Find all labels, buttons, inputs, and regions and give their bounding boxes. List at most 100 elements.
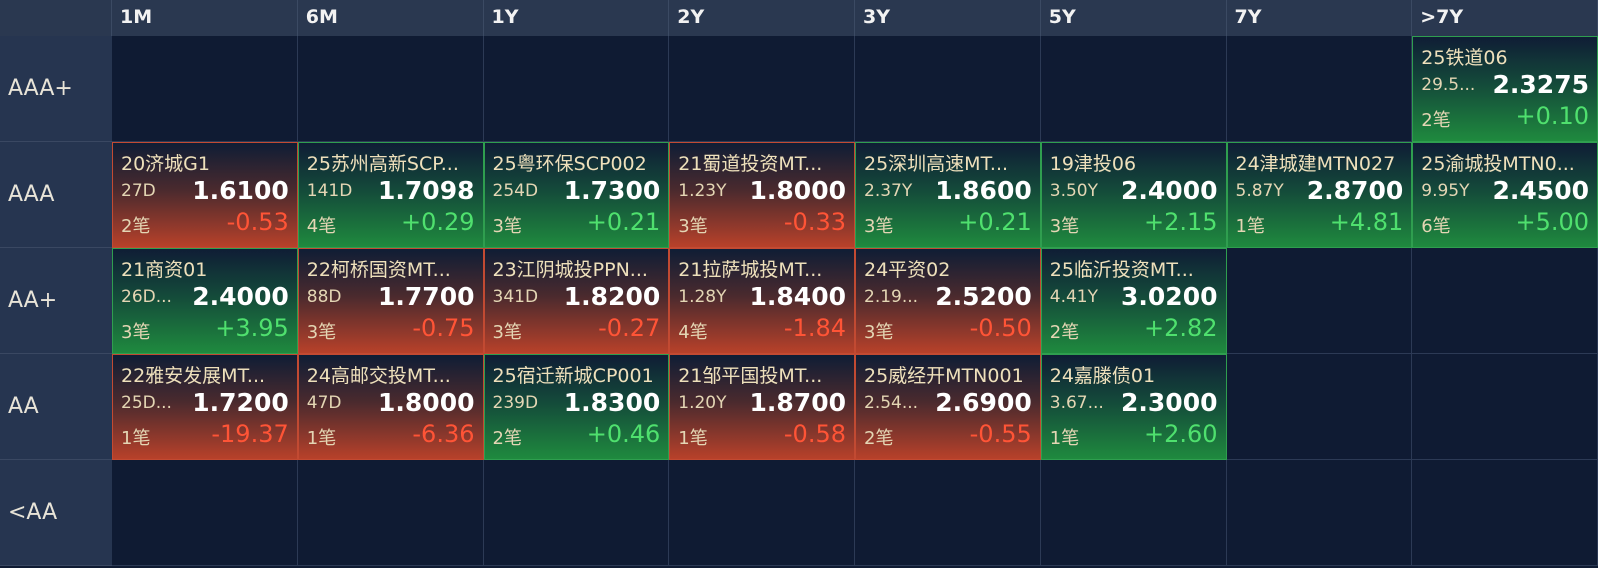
trade-count: 3笔: [1049, 216, 1080, 237]
bond-term: 9.95Y: [1421, 181, 1470, 201]
bond-name: 20济城G1: [121, 153, 210, 175]
bond-cell[interactable]: 25威经开MTN001 2.54... 2.6900 2笔 -0.55: [855, 354, 1041, 460]
yield-change: +5.00: [1515, 208, 1589, 236]
bond-name: 21拉萨城投MT...: [678, 259, 823, 281]
bond-term: 1.28Y: [678, 287, 727, 307]
bond-cell[interactable]: 25宿迁新城CP001 239D 1.8300 2笔 +0.46: [483, 354, 670, 460]
trade-count: 3笔: [864, 216, 894, 237]
bond-term: 141D: [306, 181, 353, 201]
bond-term: 2.54...: [864, 393, 919, 413]
bond-cell[interactable]: 25铁道06 29.5... 2.3275 2笔 +0.10: [1412, 36, 1598, 142]
row-header: AAA+: [0, 36, 112, 142]
bond-cell[interactable]: 25临沂投资MT... 4.41Y 3.0200 2笔 +2.82: [1040, 248, 1227, 354]
trade-count: 2笔: [864, 428, 894, 449]
bond-yield: 1.8400: [749, 282, 846, 311]
yield-change: +0.29: [400, 208, 475, 236]
trade-count: 4笔: [306, 216, 337, 237]
bond-yield: 1.7098: [378, 176, 475, 205]
trade-count: 3笔: [492, 322, 522, 343]
bond-name: 25宿迁新城CP001: [492, 365, 654, 387]
bond-term: 3.67...: [1049, 393, 1104, 413]
bond-cell[interactable]: 25粤环保SCP002 254D 1.7300 3笔 +0.21: [483, 142, 670, 248]
trade-count: 1笔: [1235, 216, 1265, 237]
bond-cell[interactable]: 23江阴城投PPN... 341D 1.8200 3笔 -0.27: [483, 248, 670, 354]
empty-cell: [112, 36, 298, 142]
bond-yield: 1.8700: [749, 388, 846, 417]
empty-cell: [297, 460, 484, 566]
bond-yield: 1.8000: [749, 176, 846, 205]
bond-cell[interactable]: 24高邮交投MT... 47D 1.8000 1笔 -6.36: [297, 354, 484, 460]
bond-name: 24嘉滕债01: [1049, 365, 1156, 387]
yield-change: +2.82: [1143, 314, 1218, 342]
column-header: 1Y: [483, 0, 670, 36]
bond-yield: 1.8600: [935, 176, 1032, 205]
bond-cell[interactable]: 20济城G1 27D 1.6100 2笔 -0.53: [112, 142, 298, 248]
yield-change: -0.55: [969, 420, 1032, 448]
bond-cell[interactable]: 25苏州高新SCP... 141D 1.7098 4笔 +0.29: [297, 142, 484, 248]
bond-cell[interactable]: 25渝城投MTN0... 9.95Y 2.4500 6笔 +5.00: [1412, 142, 1598, 248]
bond-term: 2.37Y: [864, 181, 913, 201]
column-header: 5Y: [1040, 0, 1227, 36]
bond-term: 1.23Y: [678, 181, 727, 201]
bond-name: 25临沂投资MT...: [1049, 259, 1194, 281]
row-header: AA: [0, 354, 112, 460]
bond-yield: 1.8300: [563, 388, 661, 417]
bond-yield: 2.6900: [935, 388, 1032, 417]
bond-cell[interactable]: 24嘉滕债01 3.67... 2.3000 1笔 +2.60: [1040, 354, 1227, 460]
trade-count: 4笔: [678, 322, 708, 343]
bond-cell[interactable]: 22雅安发展MT... 25D... 1.7200 1笔 -19.37: [112, 354, 298, 460]
yield-change: -0.53: [226, 208, 289, 236]
bond-name: 21商资01: [121, 259, 208, 281]
yield-change: +0.10: [1515, 102, 1589, 130]
column-header: 7Y: [1226, 0, 1413, 36]
bond-cell[interactable]: 22柯桥国资MT... 88D 1.7700 3笔 -0.75: [297, 248, 484, 354]
bond-name: 22雅安发展MT...: [121, 365, 266, 387]
bond-name: 24高邮交投MT...: [306, 365, 451, 387]
bond-yield: 2.5200: [935, 282, 1032, 311]
empty-cell: [483, 36, 670, 142]
bond-term: 26D...: [121, 287, 172, 307]
trade-count: 2笔: [121, 216, 151, 237]
bond-cell[interactable]: 21商资01 26D... 2.4000 3笔 +3.95: [112, 248, 298, 354]
empty-cell: [112, 460, 298, 566]
bond-yield: 1.8000: [378, 388, 475, 417]
trade-count: 3笔: [121, 322, 151, 343]
trade-count: 6笔: [1421, 216, 1451, 237]
yield-change: +0.21: [958, 208, 1032, 236]
trade-count: 3笔: [492, 216, 522, 237]
bond-name: 21邹平国投MT...: [678, 365, 823, 387]
bond-term: 2.19...: [864, 287, 919, 307]
bond-term: 341D: [492, 287, 539, 307]
yield-change: +2.15: [1143, 208, 1218, 236]
bond-cell[interactable]: 21蜀道投资MT... 1.23Y 1.8000 3笔 -0.33: [669, 142, 855, 248]
bond-cell[interactable]: 21拉萨城投MT... 1.28Y 1.8400 4笔 -1.84: [669, 248, 855, 354]
bond-cell[interactable]: 21邹平国投MT... 1.20Y 1.8700 1笔 -0.58: [669, 354, 855, 460]
trade-count: 1笔: [121, 428, 151, 449]
bond-yield: 2.3000: [1121, 388, 1218, 417]
trade-count: 1笔: [306, 428, 337, 449]
yield-change: +4.81: [1329, 208, 1404, 236]
bond-cell[interactable]: 19津投06 3.50Y 2.4000 3笔 +2.15: [1040, 142, 1227, 248]
row-header: AAA: [0, 142, 112, 248]
yield-change: +0.46: [586, 420, 661, 448]
bond-name: 22柯桥国资MT...: [306, 259, 451, 281]
bond-yield: 2.4000: [1121, 176, 1218, 205]
column-header: 1M: [112, 0, 298, 36]
empty-cell: [483, 460, 670, 566]
trade-count: 3笔: [678, 216, 708, 237]
bond-term: 3.50Y: [1049, 181, 1098, 201]
bond-cell[interactable]: 25深圳高速MT... 2.37Y 1.8600 3笔 +0.21: [855, 142, 1041, 248]
bond-name: 21蜀道投资MT...: [678, 153, 823, 175]
bond-cell[interactable]: 24平资02 2.19... 2.5200 3笔 -0.50: [855, 248, 1041, 354]
empty-cell: [1226, 36, 1413, 142]
bond-name: 25粤环保SCP002: [492, 153, 647, 175]
empty-cell: [855, 36, 1041, 142]
bond-cell[interactable]: 24津城建MTN027 5.87Y 2.8700 1笔 +4.81: [1226, 142, 1413, 248]
empty-cell: [1226, 248, 1413, 354]
bond-yield: 2.4000: [192, 282, 289, 311]
bond-term: 1.20Y: [678, 393, 727, 413]
bond-name: 25渝城投MTN0...: [1421, 153, 1575, 175]
bond-name: 25苏州高新SCP...: [306, 153, 459, 175]
empty-cell: [855, 460, 1041, 566]
